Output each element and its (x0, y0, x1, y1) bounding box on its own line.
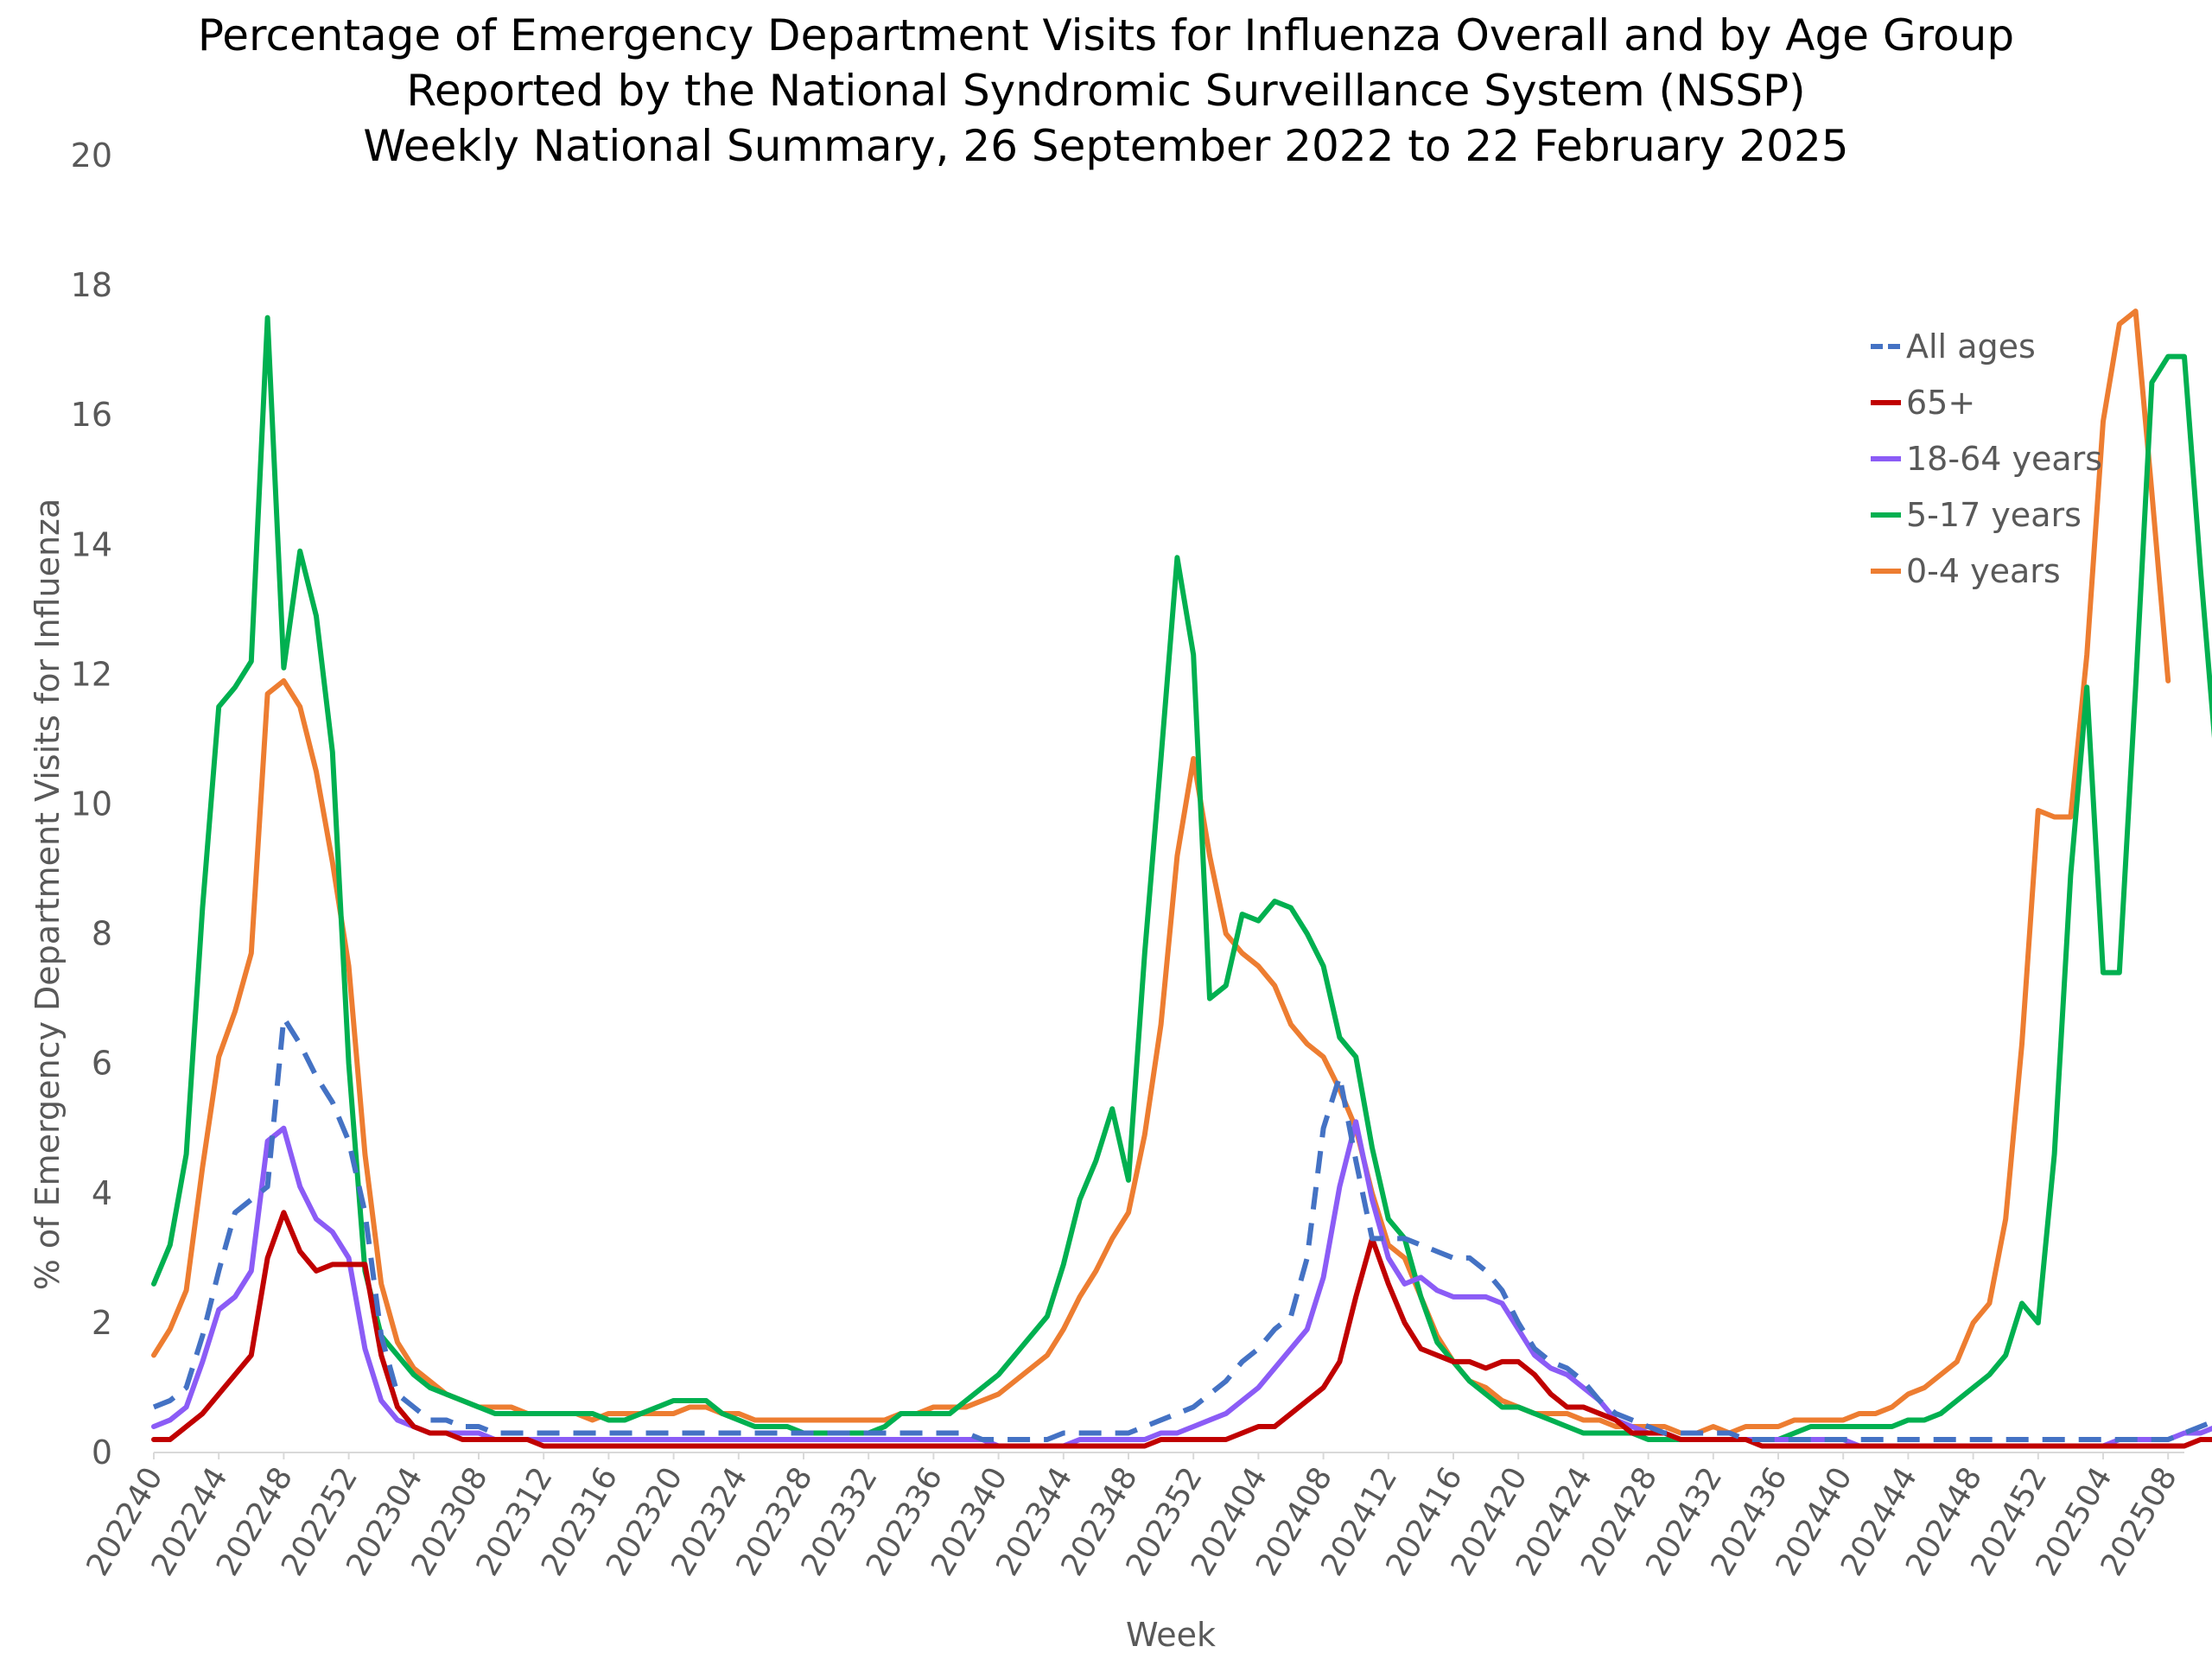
y-tick-label: 4 (92, 1174, 112, 1212)
legend-label: All ages (1906, 327, 2036, 365)
y-tick-label: 0 (92, 1433, 112, 1471)
legend-item: 0-4 years (1871, 552, 2061, 590)
y-axis-label: % of Emergency Department Visits for Inf… (29, 499, 67, 1291)
series-line-18-64-years (151, 1119, 2212, 1449)
x-axis-label: Week (1126, 1616, 1216, 1654)
y-tick-label: 6 (92, 1045, 112, 1083)
y-tick-label: 20 (71, 137, 112, 175)
legend-item: 5-17 years (1871, 496, 2082, 534)
y-tick-label: 16 (71, 396, 112, 434)
legend-item: All ages (1871, 327, 2036, 365)
chart-title-line-2: Reported by the National Syndromic Surve… (406, 66, 1805, 116)
legend-label: 65+ (1906, 384, 1975, 422)
legend-label: 0-4 years (1906, 552, 2061, 590)
y-tick-label: 10 (71, 785, 112, 823)
y-tick-label: 18 (71, 266, 112, 304)
x-axis-ticks: 2022402022442022482022522023042023082023… (79, 1452, 2184, 1582)
legend-label: 18-64 years (1906, 440, 2102, 478)
y-tick-label: 8 (92, 915, 112, 953)
chart-title-line-3: Weekly National Summary, 26 September 20… (363, 121, 1848, 171)
series-line-all-ages (152, 1015, 2212, 1442)
plot-area (151, 308, 2212, 1453)
series-line-0-4-years (151, 308, 2171, 1436)
chart-title-line-1: Percentage of Emergency Department Visit… (198, 10, 2014, 60)
chart-legend: All ages 65+ 18-64 years 5-17 years 0-4 year… (1871, 327, 2102, 590)
legend-label: 5-17 years (1906, 496, 2082, 534)
y-tick-label: 12 (71, 655, 112, 693)
series-line-65 (151, 1210, 2212, 1449)
y-tick-label: 14 (71, 525, 112, 563)
legend-item: 18-64 years (1871, 440, 2102, 478)
y-axis-ticks: 0 2 4 6 8 10 12 14 16 18 20 (71, 137, 112, 1471)
y-tick-label: 2 (92, 1304, 112, 1342)
series-line-5-17-years (151, 315, 2212, 1442)
legend-item: 65+ (1871, 384, 1975, 422)
